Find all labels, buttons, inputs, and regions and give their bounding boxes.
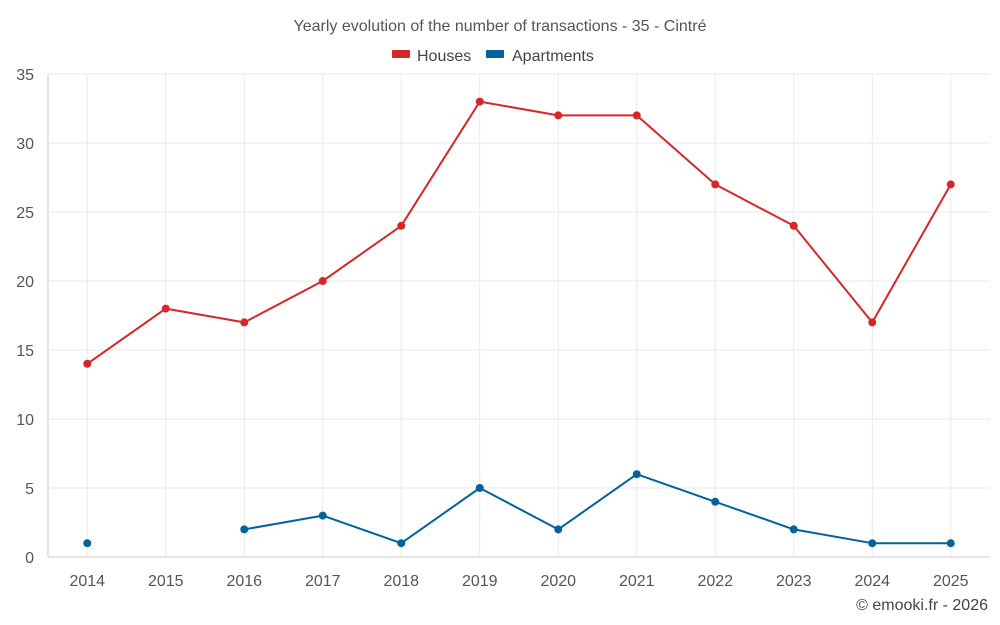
data-point-apartments-2025[interactable] xyxy=(946,539,955,548)
y-tick-label: 25 xyxy=(16,205,34,222)
data-point-houses-2015[interactable] xyxy=(161,304,170,313)
x-tick-label: 2018 xyxy=(383,573,419,590)
axes xyxy=(47,74,990,558)
y-tick-label: 20 xyxy=(16,274,34,291)
data-point-houses-2025[interactable] xyxy=(946,180,955,189)
x-tick-label: 2019 xyxy=(462,573,498,590)
x-tick-label: 2022 xyxy=(697,573,733,590)
data-point-apartments-2024[interactable] xyxy=(868,539,877,548)
x-tick-label: 2017 xyxy=(305,573,341,590)
data-point-houses-2022[interactable] xyxy=(711,180,720,189)
series-line-houses xyxy=(86,100,952,365)
y-tick-label: 5 xyxy=(25,481,34,498)
data-point-apartments-2016[interactable] xyxy=(240,525,249,534)
data-point-houses-2017[interactable] xyxy=(318,277,327,285)
x-tick-label: 2024 xyxy=(854,573,890,590)
y-tick-label: 15 xyxy=(16,343,34,360)
data-point-houses-2023[interactable] xyxy=(789,221,798,230)
data-point-apartments-2018[interactable] xyxy=(397,539,406,548)
y-tick-label: 35 xyxy=(16,67,34,84)
series-apartments xyxy=(83,470,955,548)
y-tick-label: 10 xyxy=(16,412,34,429)
data-point-houses-2016[interactable] xyxy=(240,318,249,327)
x-tick-label: 2023 xyxy=(776,573,812,590)
data-point-houses-2024[interactable] xyxy=(868,318,877,327)
data-point-apartments-2017[interactable] xyxy=(318,511,327,520)
legend-item-houses[interactable]: Houses xyxy=(392,48,471,65)
data-point-apartments-2022[interactable] xyxy=(711,497,720,506)
chart-title: Yearly evolution of the number of transa… xyxy=(294,18,707,35)
data-point-houses-2021[interactable] xyxy=(632,111,641,120)
legend-swatch-houses xyxy=(392,50,410,58)
y-tick-label: 0 xyxy=(25,550,34,567)
data-point-apartments-2019[interactable] xyxy=(475,484,484,492)
gridlines xyxy=(48,73,990,557)
data-point-apartments-2014[interactable] xyxy=(83,539,92,548)
y-tick-labels: 0 5 10 15 20 25 30 35 xyxy=(16,67,34,567)
data-point-apartments-2021[interactable] xyxy=(632,470,641,479)
legend-label-apartments: Apartments xyxy=(512,48,594,65)
data-point-houses-2019[interactable] xyxy=(475,97,484,106)
x-tick-label: 2014 xyxy=(69,573,105,590)
credit-text: © emooki.fr - 2026 xyxy=(856,597,988,614)
x-tick-label: 2015 xyxy=(148,573,184,590)
legend: Houses Apartments xyxy=(392,48,594,65)
x-tick-labels: 2014 2015 2016 2017 2018 2019 2020 2021 2022 2023… xyxy=(69,573,968,590)
series-houses xyxy=(83,97,955,368)
data-point-houses-2020[interactable] xyxy=(554,111,563,120)
legend-label-houses: Houses xyxy=(417,48,471,65)
x-tick-label: 2021 xyxy=(619,573,655,590)
y-tick-label: 30 xyxy=(16,136,34,153)
x-tick-label: 2025 xyxy=(933,573,969,590)
data-point-apartments-2023[interactable] xyxy=(789,525,798,534)
x-tick-label: 2020 xyxy=(540,573,576,590)
series-line-apartments xyxy=(244,473,951,545)
data-point-apartments-2020[interactable] xyxy=(554,525,563,534)
legend-item-apartments[interactable]: Apartments xyxy=(486,48,594,65)
series xyxy=(83,97,955,548)
data-point-houses-2014[interactable] xyxy=(83,359,92,368)
data-point-houses-2018[interactable] xyxy=(397,221,406,230)
x-tick-label: 2016 xyxy=(226,573,262,590)
legend-swatch-apartments xyxy=(486,50,504,58)
